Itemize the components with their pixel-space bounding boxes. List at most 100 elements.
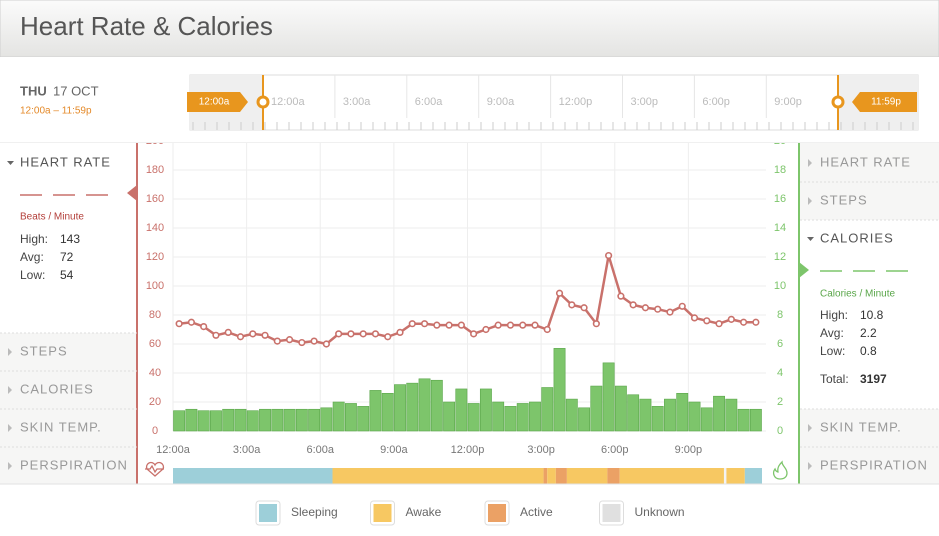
line-point xyxy=(617,292,625,300)
range-handle xyxy=(256,95,270,109)
collapsed-icon xyxy=(808,197,812,205)
bar xyxy=(173,410,186,432)
line-point xyxy=(629,301,637,309)
left-pointer xyxy=(127,185,137,201)
line-point xyxy=(433,321,441,329)
line-point xyxy=(347,330,355,338)
legend-swatch xyxy=(373,504,392,522)
line-point xyxy=(482,325,490,334)
unit-label: Calories / Minute xyxy=(820,289,895,300)
timeline-label: 3:00a xyxy=(343,96,371,108)
bar xyxy=(430,379,443,432)
collapsed-icon xyxy=(808,462,812,470)
x-tick-label: 9:00a xyxy=(380,444,408,456)
line-point xyxy=(200,323,208,331)
bar xyxy=(234,408,247,432)
bar xyxy=(357,406,370,432)
timeline-label: 6:00p xyxy=(702,96,730,108)
y-tick-label: 0 xyxy=(152,425,158,437)
stat-value: 0.8 xyxy=(860,344,877,358)
y-tick-label: 40 xyxy=(149,367,161,379)
y-tick-label: 200 xyxy=(146,135,164,147)
line-point xyxy=(531,321,539,329)
bar xyxy=(602,362,615,432)
collapsed-icon xyxy=(808,159,812,167)
section-header: SKIN TEMP. xyxy=(820,419,902,434)
line-point xyxy=(555,289,564,297)
section-header: CALORIES xyxy=(820,230,894,245)
stat-label: High: xyxy=(820,308,848,322)
y2-tick-label: 6 xyxy=(777,338,783,350)
y2-tick-label: 14 xyxy=(774,222,786,234)
line-point xyxy=(727,315,735,323)
line-point xyxy=(494,321,502,329)
bar xyxy=(529,401,541,432)
date-day: THU xyxy=(20,83,47,98)
line-point xyxy=(175,320,183,328)
line-point xyxy=(322,340,330,348)
range-end-label: 11:59p xyxy=(871,97,901,108)
bar xyxy=(443,401,456,432)
line-point xyxy=(298,338,306,347)
legend-label: Sleeping xyxy=(291,505,338,519)
range-start-label: 12:00a xyxy=(199,97,230,108)
legend-label: Active xyxy=(520,505,553,519)
bar xyxy=(406,382,419,432)
bar xyxy=(688,401,701,432)
activity-segment xyxy=(547,468,556,484)
line-point xyxy=(396,328,404,337)
line-point xyxy=(568,301,576,309)
y2-tick-label: 8 xyxy=(777,309,783,321)
activity-segment xyxy=(607,468,620,484)
legend-label: Unknown xyxy=(635,505,685,519)
y-tick-label: 20 xyxy=(149,396,161,408)
bar xyxy=(455,388,468,432)
line-point xyxy=(543,325,551,334)
line-point xyxy=(359,330,367,338)
section-header: SKIN TEMP. xyxy=(20,419,102,434)
bar xyxy=(210,410,222,432)
line-point xyxy=(212,331,220,339)
timeline[interactable]: 12:00a 3:00a 6:00a 9:00a 12:00p 3:00p 6:00p 9:0… xyxy=(187,74,919,131)
y2-tick-label: 10 xyxy=(774,280,786,292)
stat-value: 72 xyxy=(60,250,74,264)
activity-segment xyxy=(555,468,567,484)
line-point xyxy=(445,321,453,329)
expanded-icon xyxy=(807,237,814,241)
range-end-flag xyxy=(852,92,917,112)
y-tick-label: 120 xyxy=(146,251,164,263)
range-handle xyxy=(831,95,845,109)
unit-label: Beats / Minute xyxy=(20,212,84,223)
bar xyxy=(320,407,333,432)
bar xyxy=(479,388,492,432)
bar xyxy=(627,394,640,432)
bar xyxy=(553,348,566,432)
right-panel-active xyxy=(800,220,939,409)
total-value: 3197 xyxy=(860,372,887,386)
activity-segment xyxy=(726,468,745,484)
collapsed-icon xyxy=(8,386,12,394)
timeline-label: 9:00p xyxy=(774,96,802,108)
line-point xyxy=(273,337,281,345)
line-point xyxy=(335,330,343,338)
stat-label: Avg: xyxy=(20,250,44,264)
x-tick-label: 6:00p xyxy=(601,444,629,456)
line-point xyxy=(715,320,723,328)
line-point xyxy=(519,321,527,329)
x-tick-label: 12:00a xyxy=(156,444,191,456)
activity-segment xyxy=(744,468,762,484)
bar xyxy=(308,408,321,432)
bar xyxy=(676,392,689,432)
line-point xyxy=(384,333,392,341)
bar xyxy=(492,401,505,432)
section-header: PERSPIRATION xyxy=(20,457,128,472)
legend-bar xyxy=(0,484,939,536)
x-tick-label: 3:00p xyxy=(527,444,555,456)
line-point xyxy=(690,314,699,322)
legend-swatch xyxy=(488,504,506,522)
line-point xyxy=(408,320,416,328)
bar xyxy=(651,406,664,432)
x-tick-label: 6:00a xyxy=(306,444,334,456)
legend-swatch xyxy=(602,504,621,522)
